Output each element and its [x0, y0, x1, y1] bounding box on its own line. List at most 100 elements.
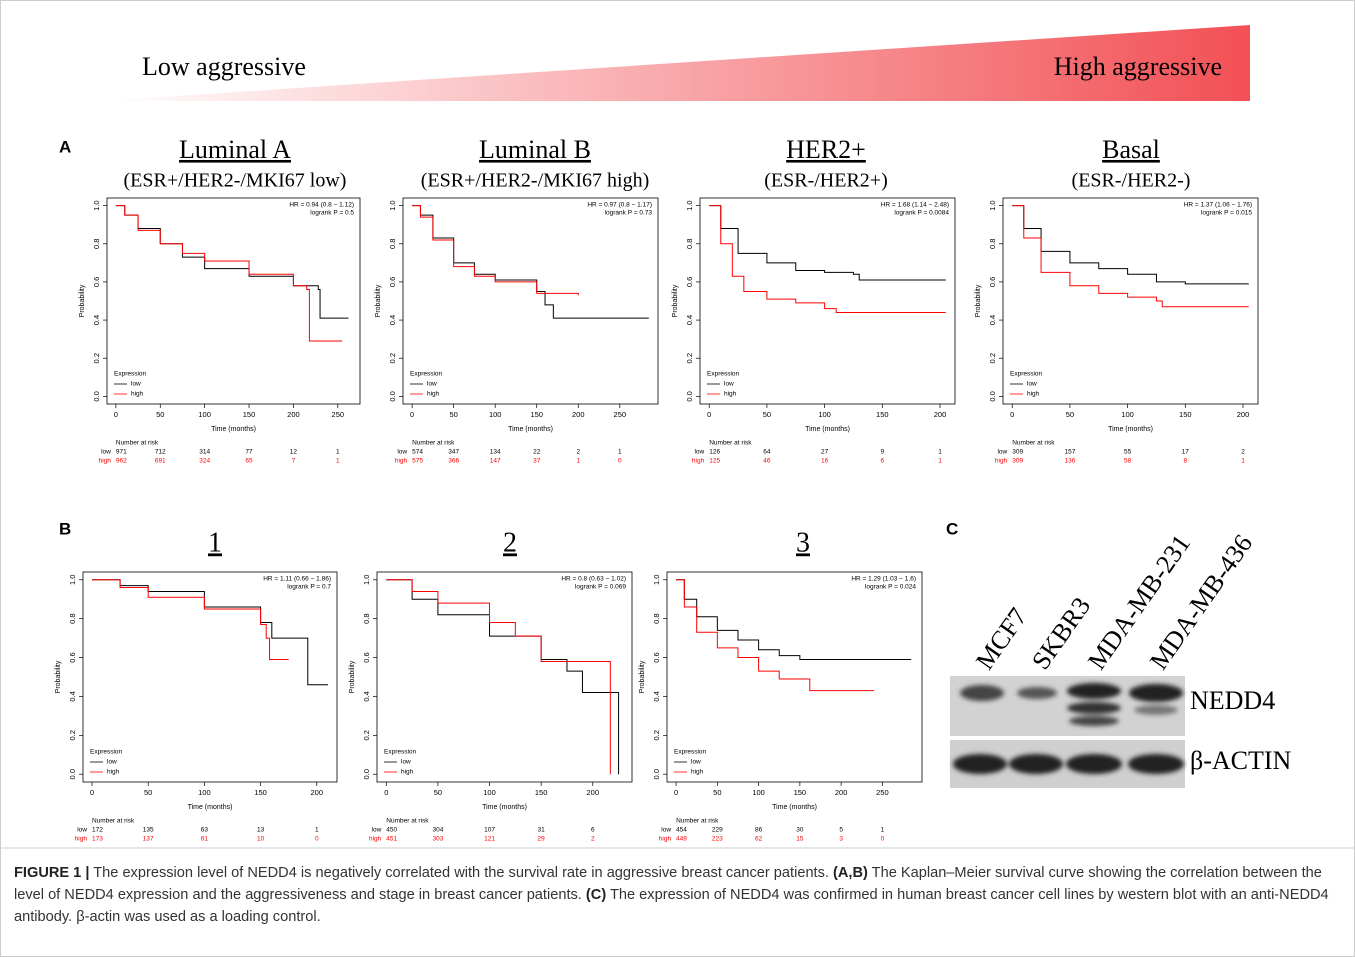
y-axis-label: Probability — [375, 284, 382, 317]
risk-count: 9 — [880, 449, 884, 456]
risk-count: 454 — [676, 827, 687, 834]
risk-count: 223 — [712, 836, 723, 843]
risk-count: 61 — [201, 836, 209, 843]
survival-curve — [116, 206, 342, 341]
survival-curve — [676, 580, 874, 691]
chart-title: 1 — [208, 527, 222, 558]
x-tick-label: 100 — [752, 788, 765, 797]
risk-count: 125 — [709, 458, 720, 465]
risk-row-label: low — [397, 449, 407, 456]
risk-count: 13 — [257, 827, 265, 834]
y-tick-label: 0.2 — [362, 730, 371, 740]
risk-count: 1 — [336, 449, 340, 456]
risk-count: 0 — [881, 836, 885, 843]
y-tick-label: 0.6 — [388, 277, 397, 287]
logrank: logrank P = 0.0084 — [894, 210, 949, 217]
y-tick-label: 0.8 — [652, 613, 661, 623]
hazard-ratio: HR = 1.11 (0.66 − 1.86) — [263, 576, 331, 583]
risk-count: 309 — [1012, 449, 1023, 456]
legend-label: low — [1027, 381, 1037, 388]
y-tick-label: 0.2 — [988, 353, 997, 363]
legend-label: high — [724, 391, 737, 398]
legend-label: high — [427, 391, 440, 398]
x-tick-label: 0 — [707, 410, 711, 419]
risk-count: 2 — [576, 449, 580, 456]
y-tick-label: 0.8 — [988, 239, 997, 249]
risk-row-label: high — [995, 458, 1008, 465]
x-tick-label: 50 — [434, 788, 442, 797]
chart-title: Basal — [1102, 135, 1160, 164]
x-tick-label: 200 — [587, 788, 600, 797]
y-tick-label: 0.2 — [652, 730, 661, 740]
x-tick-label: 0 — [114, 410, 118, 419]
page: Low aggressive High aggressive A B C MCF… — [0, 0, 1355, 957]
x-tick-label: 150 — [794, 788, 807, 797]
legend-title: Expression — [674, 749, 707, 756]
risk-count: 324 — [199, 458, 210, 465]
risk-count: 55 — [1124, 449, 1132, 456]
risk-row-label: high — [659, 836, 672, 843]
risk-title: Number at risk — [676, 818, 719, 825]
y-tick-label: 0.0 — [68, 769, 77, 779]
survival-curve — [709, 206, 946, 280]
risk-count: 86 — [755, 827, 763, 834]
legend-label: low — [131, 381, 141, 388]
hazard-ratio: HR = 1.37 (1.06 − 1.76) — [1184, 202, 1252, 209]
x-tick-label: 100 — [198, 410, 211, 419]
y-tick-label: 0.0 — [652, 769, 661, 779]
y-tick-label: 0.0 — [92, 391, 101, 401]
legend-title: Expression — [90, 749, 123, 756]
logrank: logrank P = 0.015 — [1201, 210, 1252, 217]
risk-count: 10 — [257, 836, 265, 843]
risk-count: 1 — [1241, 458, 1245, 465]
x-tick-label: 50 — [144, 788, 152, 797]
risk-row-label: high — [99, 458, 112, 465]
risk-count: 314 — [199, 449, 210, 456]
figure: Low aggressive High aggressive A B C MCF… — [0, 0, 1355, 957]
x-tick-label: 150 — [1179, 410, 1192, 419]
risk-count: 1 — [938, 458, 942, 465]
risk-count: 27 — [821, 449, 829, 456]
survival-curve — [386, 580, 618, 774]
y-tick-label: 0.4 — [362, 691, 371, 701]
risk-row-label: low — [694, 449, 704, 456]
survival-curve — [412, 206, 649, 319]
y-tick-label: 1.0 — [388, 200, 397, 210]
y-tick-label: 0.8 — [68, 613, 77, 623]
risk-count: 309 — [1012, 458, 1023, 465]
cell-line-label: MCF7 — [970, 603, 1033, 675]
x-tick-label: 200 — [835, 788, 848, 797]
risk-count: 37 — [533, 458, 541, 465]
risk-row-label: low — [997, 449, 1007, 456]
y-tick-label: 0.8 — [388, 239, 397, 249]
risk-count: 6 — [591, 827, 595, 834]
x-tick-label: 0 — [90, 788, 94, 797]
caption-text: The expression level of NEDD4 is negativ… — [89, 865, 833, 881]
y-tick-label: 0.6 — [68, 652, 77, 662]
legend-title: Expression — [114, 371, 147, 378]
hazard-ratio: HR = 0.94 (0.8 − 1.12) — [289, 202, 354, 209]
x-tick-label: 150 — [530, 410, 543, 419]
logrank: logrank P = 0.069 — [575, 584, 626, 591]
legend-label: high — [131, 391, 144, 398]
band-label: NEDD4 — [1190, 686, 1275, 715]
risk-count: 691 — [155, 458, 166, 465]
logrank: logrank P = 0.024 — [865, 584, 916, 591]
survival-curve — [116, 206, 349, 319]
risk-count: 304 — [432, 827, 443, 834]
risk-row-label: low — [661, 827, 671, 834]
y-tick-label: 0.4 — [92, 315, 101, 325]
risk-count: 1 — [576, 458, 580, 465]
panel-label: C — [946, 519, 958, 538]
chart-subtitle: (ESR+/HER2-/MKI67 high) — [421, 170, 650, 192]
legend-label: high — [1027, 391, 1040, 398]
risk-row-label: low — [372, 827, 382, 834]
risk-count: 29 — [538, 836, 546, 843]
risk-count: 1 — [881, 827, 885, 834]
risk-title: Number at risk — [116, 440, 159, 447]
hazard-ratio: HR = 1.68 (1.14 − 2.48) — [881, 202, 949, 209]
risk-title: Number at risk — [386, 818, 429, 825]
legend-label: high — [691, 769, 704, 776]
y-tick-label: 1.0 — [652, 575, 661, 585]
risk-count: 121 — [484, 836, 495, 843]
